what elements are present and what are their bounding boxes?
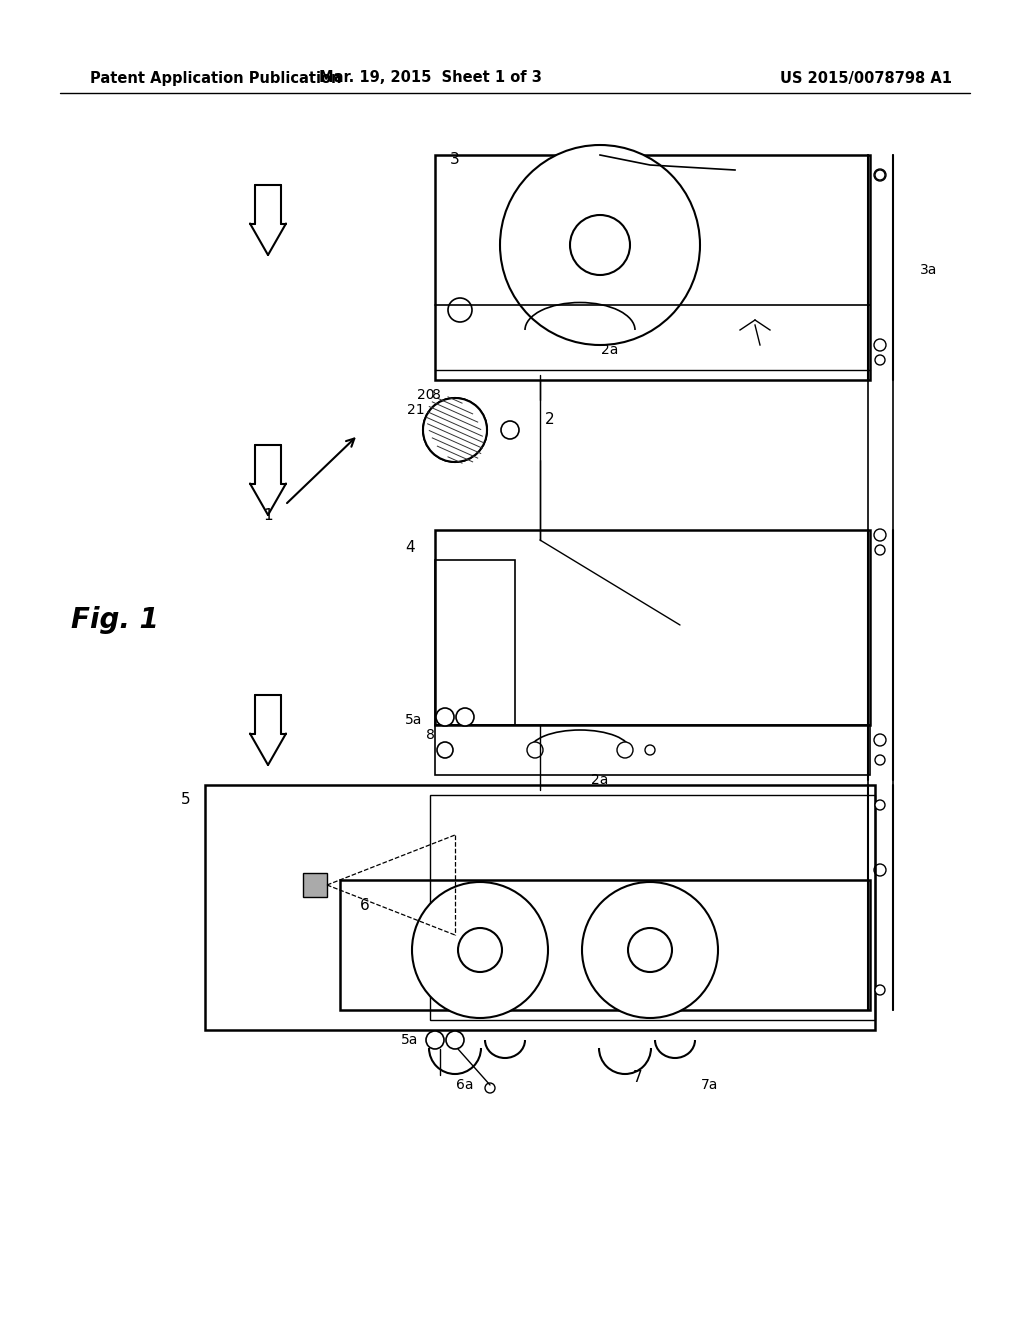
Bar [205,785,874,1030]
Bar [303,873,327,898]
Text: 21: 21 [408,403,425,417]
Text: 2a: 2a [601,343,618,356]
Text: 2a: 2a [591,774,608,787]
Bar [435,560,515,725]
Text: 5a: 5a [400,1034,418,1047]
Text: 5: 5 [180,792,190,808]
Text: 4: 4 [406,540,415,556]
Circle shape [426,1031,444,1049]
Text: US 2015/0078798 A1: US 2015/0078798 A1 [780,70,952,86]
Circle shape [437,742,453,758]
Circle shape [874,170,885,180]
Bar [430,795,874,1020]
Text: 2: 2 [545,412,555,428]
Bar [435,154,870,380]
Circle shape [570,215,630,275]
Text: 8: 8 [426,729,434,742]
Circle shape [617,742,633,758]
Text: 3a: 3a [920,263,937,277]
Text: 7a: 7a [701,1078,719,1092]
Circle shape [449,298,472,322]
Circle shape [874,529,886,541]
Bar [435,531,870,725]
Circle shape [645,744,655,755]
Text: 5a: 5a [404,713,422,727]
Text: Fig. 1: Fig. 1 [71,606,159,634]
Circle shape [485,1082,495,1093]
Text: 3: 3 [451,153,460,168]
Circle shape [874,355,885,366]
Text: 1: 1 [263,507,272,523]
Circle shape [446,1031,464,1049]
Circle shape [423,399,487,462]
Circle shape [874,985,885,995]
Circle shape [874,545,885,554]
Circle shape [423,399,487,462]
Text: 7: 7 [633,1071,643,1085]
Circle shape [501,421,519,440]
Circle shape [458,928,502,972]
Circle shape [874,755,885,766]
Circle shape [628,928,672,972]
Text: 8: 8 [432,388,441,403]
Bar [435,725,870,775]
Text: 6: 6 [360,898,370,912]
Bar [340,880,870,1010]
Circle shape [874,339,886,351]
Circle shape [436,708,454,726]
Text: 6a: 6a [457,1078,474,1092]
Circle shape [582,882,718,1018]
Circle shape [500,145,700,345]
Circle shape [874,169,886,181]
Text: Mar. 19, 2015  Sheet 1 of 3: Mar. 19, 2015 Sheet 1 of 3 [318,70,542,86]
Circle shape [412,882,548,1018]
Text: Patent Application Publication: Patent Application Publication [90,70,341,86]
Circle shape [527,742,543,758]
Circle shape [874,800,885,810]
Text: 20: 20 [418,388,435,403]
Circle shape [874,865,886,876]
Circle shape [456,708,474,726]
Circle shape [874,734,886,746]
